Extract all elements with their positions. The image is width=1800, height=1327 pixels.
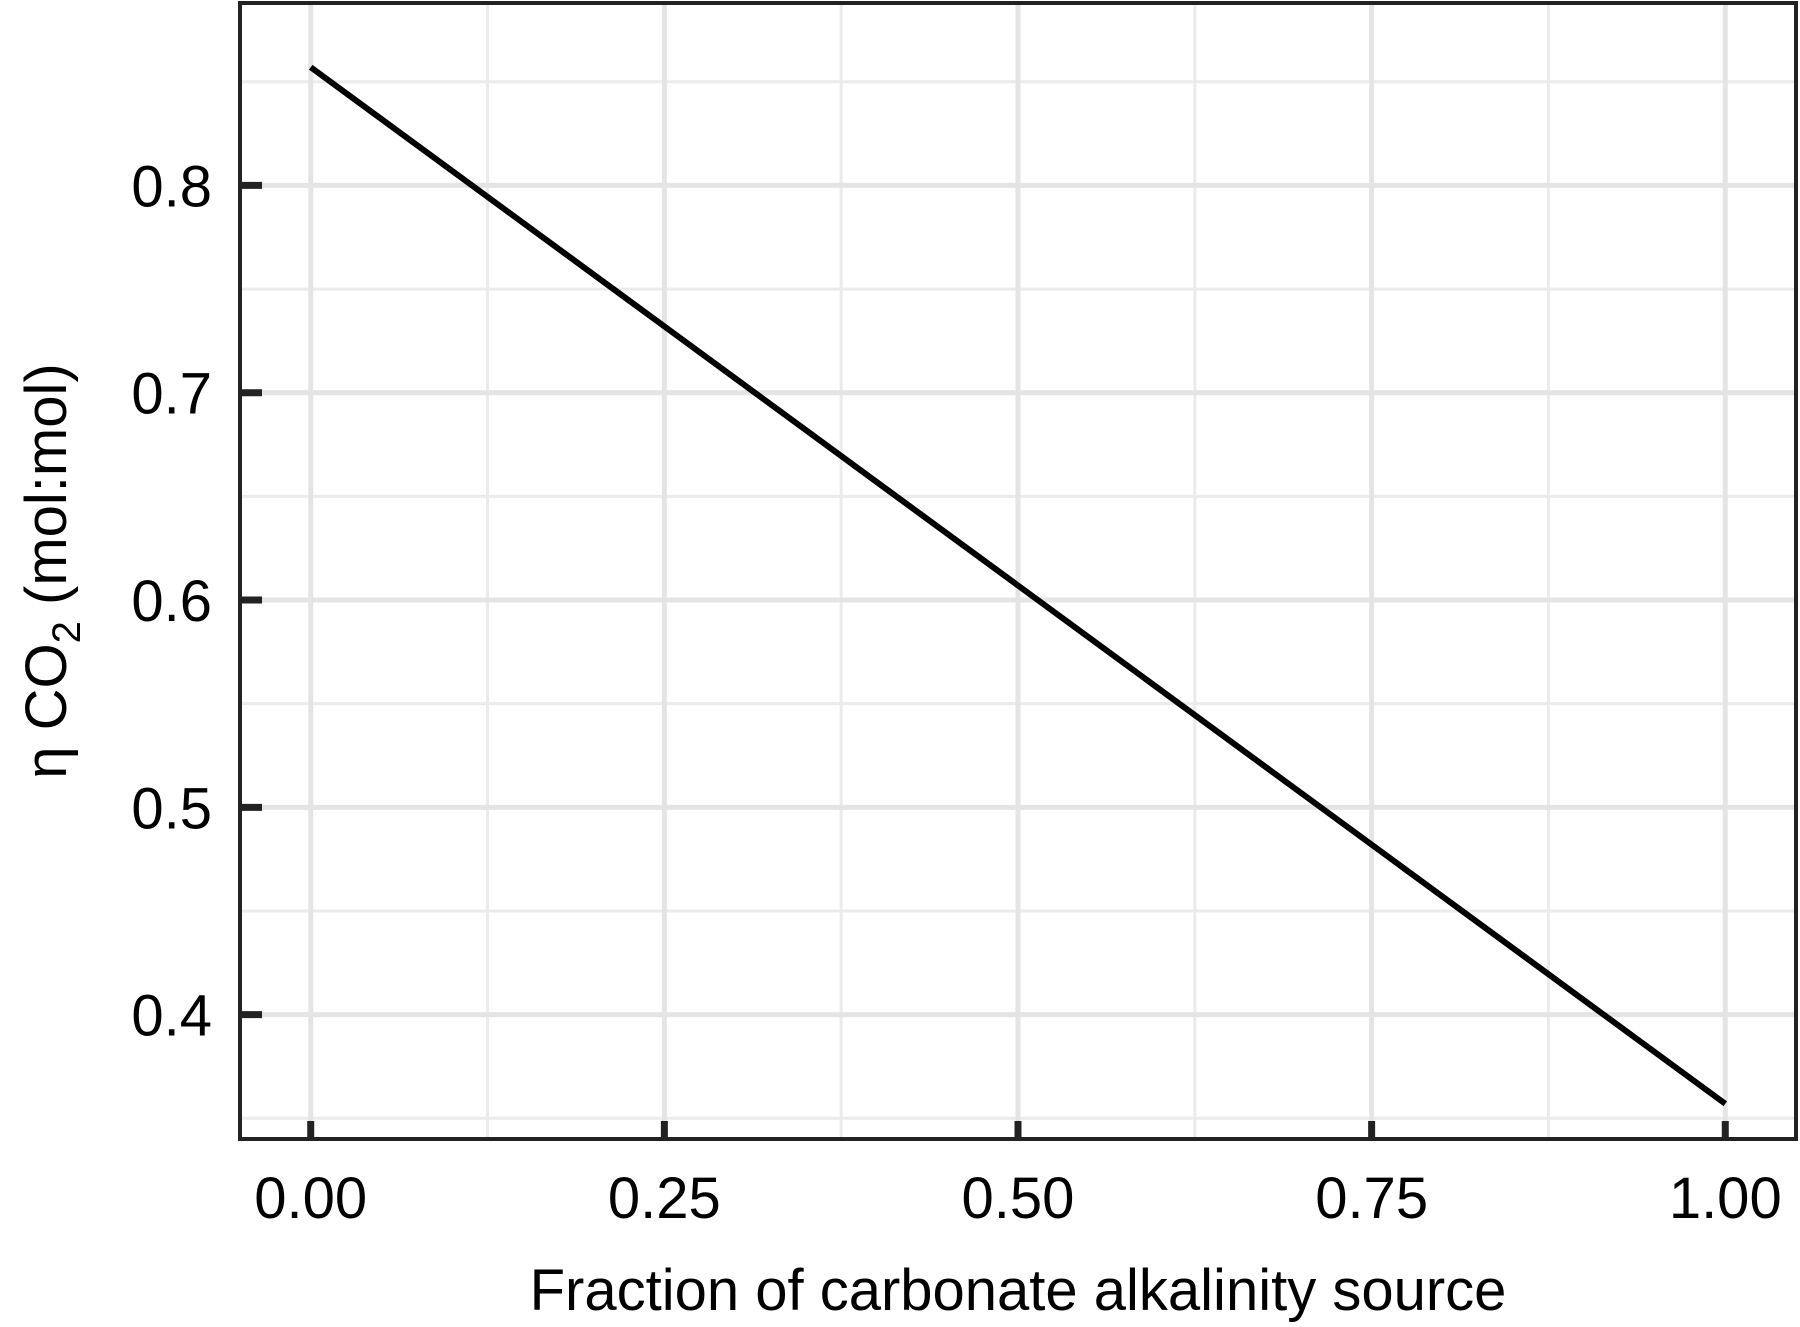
- x-tick-label: 0.25: [608, 1166, 721, 1231]
- y-tick-label: 0.4: [131, 984, 212, 1049]
- series-layer: [308, 64, 1728, 1107]
- x-tick-label: 1.00: [1669, 1166, 1782, 1231]
- x-tick-labels: 0.00 0.25 0.50 0.75 1.00: [254, 1166, 1781, 1231]
- y-tick-labels: 0.4 0.5 0.6 0.7 0.8: [131, 154, 212, 1048]
- y-tick-label: 0.7: [131, 362, 212, 427]
- y-axis-title: η CO2 (mol:mol): [14, 363, 89, 778]
- y-tick-label: 0.5: [131, 776, 212, 841]
- major-grid: [240, 3, 1796, 1139]
- x-tick-label: 0.00: [254, 1166, 367, 1231]
- x-tick-label: 0.50: [962, 1166, 1075, 1231]
- x-tick-label: 0.75: [1315, 1166, 1428, 1231]
- y-tick-label: 0.8: [131, 154, 212, 219]
- x-axis-title: Fraction of carbonate alkalinity source: [530, 1258, 1507, 1323]
- y-tick-label: 0.6: [131, 569, 212, 634]
- y-axis-title-subscript: 2: [45, 621, 89, 643]
- y-axis-title-prefix: η CO: [14, 643, 79, 778]
- series-line: [308, 64, 1728, 1107]
- axis-ticks: [240, 181, 1729, 1139]
- y-axis-title-suffix: (mol:mol): [14, 363, 79, 621]
